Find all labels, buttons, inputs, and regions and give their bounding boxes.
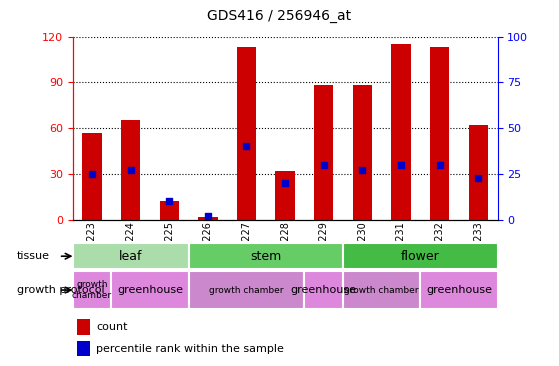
Bar — [276, 171, 295, 220]
Bar — [111, 271, 188, 309]
Bar — [343, 271, 420, 309]
Text: leaf: leaf — [119, 250, 143, 263]
Point — [358, 167, 367, 173]
Bar — [159, 201, 179, 220]
Point — [203, 213, 212, 219]
Bar — [343, 243, 498, 269]
Text: stem: stem — [250, 250, 281, 263]
Bar — [314, 85, 333, 220]
Bar — [73, 243, 188, 269]
Bar — [391, 44, 411, 220]
Text: growth chamber: growth chamber — [344, 285, 419, 295]
Text: GDS416 / 256946_at: GDS416 / 256946_at — [207, 9, 352, 23]
Bar — [305, 271, 343, 309]
Text: count: count — [96, 322, 127, 332]
Bar — [468, 125, 488, 220]
Bar — [188, 243, 343, 269]
Point — [319, 162, 328, 168]
Bar — [353, 85, 372, 220]
Point — [165, 198, 174, 204]
Point — [281, 180, 290, 186]
Bar — [188, 271, 305, 309]
Bar — [198, 217, 217, 220]
Text: flower: flower — [401, 250, 439, 263]
Point — [435, 162, 444, 168]
Bar — [82, 132, 102, 220]
Text: growth chamber: growth chamber — [209, 285, 284, 295]
Point — [242, 143, 251, 149]
Text: growth
chamber: growth chamber — [72, 280, 112, 300]
Point — [126, 167, 135, 173]
Bar — [77, 341, 89, 356]
Text: greenhouse: greenhouse — [426, 285, 492, 295]
Point — [88, 171, 97, 177]
Point — [473, 175, 482, 180]
Text: greenhouse: greenhouse — [291, 285, 357, 295]
Text: growth protocol: growth protocol — [17, 285, 105, 295]
Bar — [73, 271, 111, 309]
Text: greenhouse: greenhouse — [117, 285, 183, 295]
Bar — [77, 319, 89, 335]
Point — [396, 162, 405, 168]
Bar — [237, 47, 256, 220]
Text: percentile rank within the sample: percentile rank within the sample — [96, 344, 284, 354]
Bar — [420, 271, 498, 309]
Bar — [430, 47, 449, 220]
Bar — [121, 120, 140, 220]
Text: tissue: tissue — [17, 251, 50, 261]
